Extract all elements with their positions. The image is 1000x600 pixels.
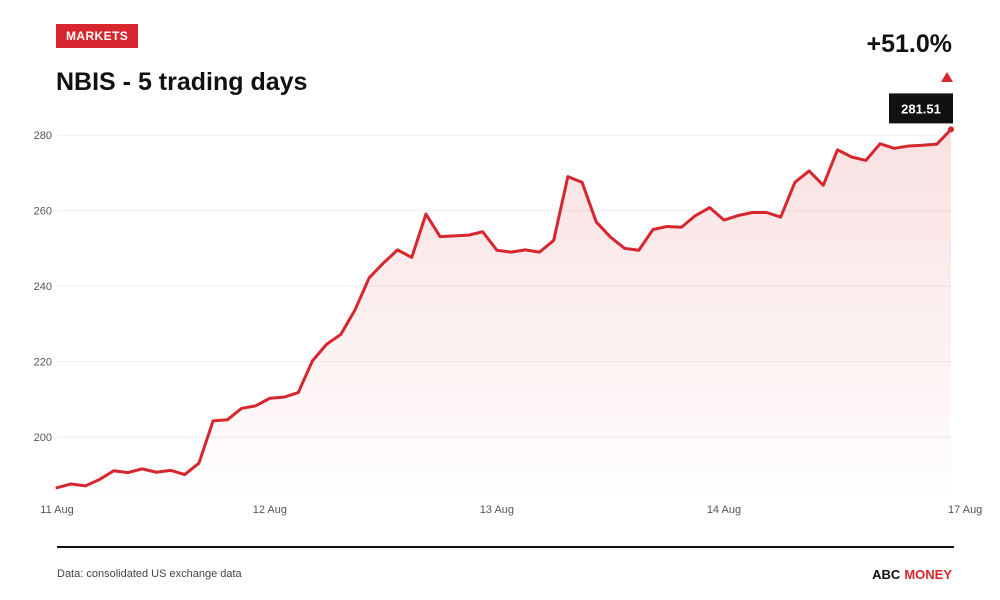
price-points <box>948 126 954 133</box>
section-badge: MARKETS <box>56 24 139 48</box>
percent-change: +51.0% <box>866 30 953 58</box>
y-axis-ticks: 200 220 240 260 280 <box>34 130 52 444</box>
up-arrow-icon <box>941 72 953 82</box>
footer-divider <box>57 546 954 548</box>
x-tick-label: 17 Aug <box>948 504 982 516</box>
x-tick-label: 12 Aug <box>253 504 287 516</box>
y-tick-label: 280 <box>34 130 52 142</box>
brand-logo: ABC MONEY <box>872 567 952 582</box>
last-price-label: 281.51 <box>901 101 941 116</box>
brand-name-part2: MONEY <box>904 567 952 582</box>
chart-title: NBIS - 5 trading days <box>56 68 308 96</box>
x-tick-label: 13 Aug <box>480 504 514 516</box>
price-line <box>55 127 953 490</box>
price-area <box>57 129 951 490</box>
x-tick-label: 14 Aug <box>707 504 741 516</box>
y-tick-label: 220 <box>34 357 52 369</box>
y-tick-label: 200 <box>34 432 52 444</box>
y-tick-label: 260 <box>34 206 52 218</box>
y-tick-label: 240 <box>34 281 52 293</box>
last-price-point <box>948 126 954 133</box>
x-axis-ticks: 11 Aug 12 Aug 13 Aug 14 Aug 17 Aug <box>40 504 982 516</box>
data-source: Data: consolidated US exchange data <box>57 568 242 580</box>
brand-name-part1: ABC <box>872 567 901 582</box>
last-price-callout-bg <box>889 93 953 124</box>
last-price-callout: 281.51 <box>889 93 953 124</box>
x-tick-label: 11 Aug <box>40 504 73 516</box>
